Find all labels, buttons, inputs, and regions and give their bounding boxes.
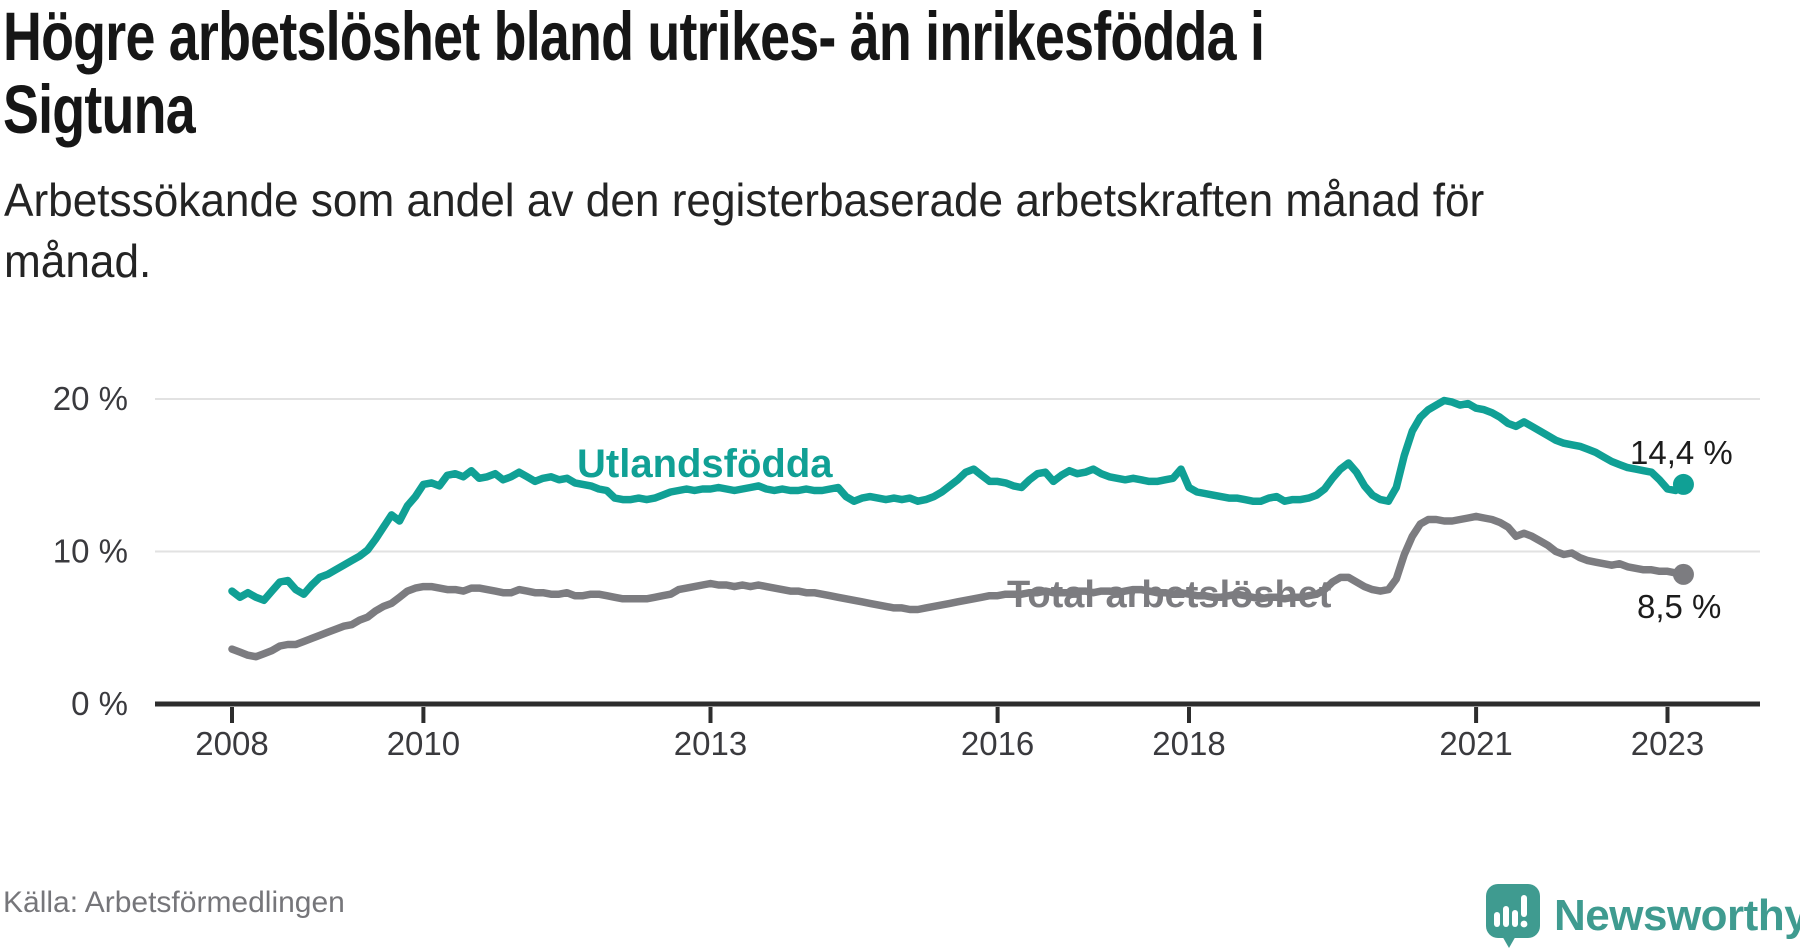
- bar-chart-speech-bubble-icon: [1486, 884, 1540, 948]
- subtitle-line-2: månad.: [4, 235, 152, 287]
- x-axis-tick-label: 2018: [1152, 725, 1225, 762]
- subtitle-line-1: Arbetssökande som andel av den registerb…: [4, 174, 1485, 226]
- series-end-dot-1: [1672, 563, 1694, 585]
- series-line-0: [228, 396, 1688, 605]
- series-end-dot-0: [1672, 473, 1694, 495]
- y-axis-tick-label: 0 %: [71, 685, 128, 722]
- x-axis-tick-label: 2010: [387, 725, 460, 762]
- x-axis-tick-label: 2023: [1631, 725, 1704, 762]
- source-note: Källa: Arbetsförmedlingen: [3, 886, 345, 919]
- brand-wordmark: Newsworthy: [1554, 891, 1800, 940]
- title-line-1: Högre arbetslöshet bland utrikes- än inr…: [3, 0, 1265, 75]
- series-label-utlandsfodda: Utlandsfödda: [577, 442, 833, 486]
- page-title: Högre arbetslöshet bland utrikes- än inr…: [3, 0, 1265, 148]
- x-axis-tick-label: 2013: [674, 725, 747, 762]
- title-line-2: Sigtuna: [3, 71, 196, 148]
- x-axis-tick-label: 2021: [1439, 725, 1512, 762]
- end-value-label-utlandsfodda: 14,4 %: [1630, 434, 1733, 471]
- y-axis-tick-label: 20 %: [53, 380, 128, 417]
- y-axis-tick-label: 10 %: [53, 533, 128, 570]
- newsworthy-brand: Newsworthy: [1486, 884, 1800, 948]
- series-line-1: [228, 512, 1688, 661]
- chart-subtitle: Arbetssökande som andel av den registerb…: [4, 170, 1484, 292]
- end-value-label-total: 8,5 %: [1637, 588, 1722, 625]
- x-axis-tick-label: 2008: [195, 725, 268, 762]
- series-label-total-arbetsloshet: Total arbetslöshet: [1007, 574, 1332, 616]
- x-axis-tick-label: 2016: [961, 725, 1034, 762]
